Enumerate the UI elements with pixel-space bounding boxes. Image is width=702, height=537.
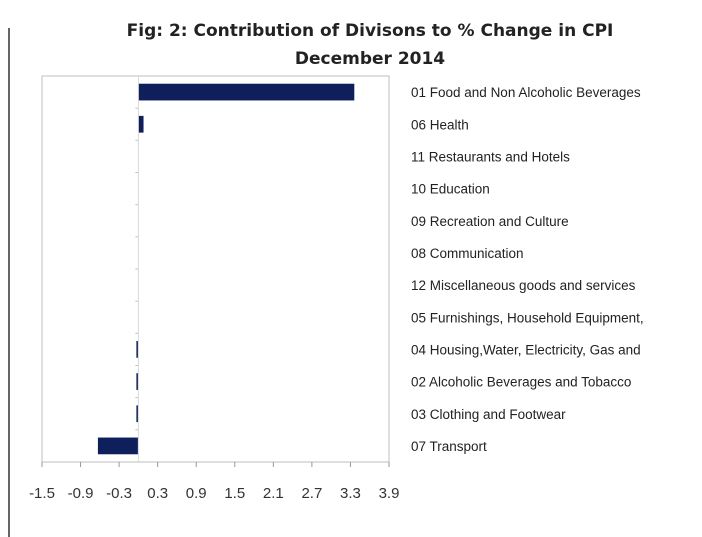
- x-tick-label: 0.3: [147, 485, 168, 502]
- category-label: 10 Education: [411, 182, 490, 197]
- x-tick-label: 1.5: [224, 485, 245, 502]
- category-label: 07 Transport: [411, 439, 487, 454]
- category-label: 12 Miscellaneous goods and services: [411, 278, 636, 293]
- x-tick-label: 2.7: [301, 485, 322, 502]
- bar: [138, 115, 144, 133]
- category-label: 08 Communication: [411, 246, 524, 261]
- x-tick-label: -0.9: [68, 485, 94, 502]
- category-label: 11 Restaurants and Hotels: [411, 149, 570, 164]
- bar: [136, 405, 139, 423]
- x-tick-label: -1.5: [29, 485, 55, 502]
- x-tick-label: 2.1: [263, 485, 284, 502]
- category-label: 09 Recreation and Culture: [411, 214, 569, 229]
- bar: [138, 83, 355, 101]
- bar: [136, 373, 139, 390]
- x-tick-label: 0.9: [186, 485, 207, 502]
- bars-group: [97, 83, 355, 463]
- category-labels: 01 Food and Non Alcoholic Beverages 06 He…: [411, 85, 644, 454]
- bar: [97, 437, 139, 455]
- bar: [136, 341, 139, 358]
- category-label: 01 Food and Non Alcoholic Beverages: [411, 85, 641, 100]
- chart-subtitle: December 2014: [295, 49, 445, 69]
- category-label: 06 Health: [411, 117, 469, 132]
- x-tick-label: 3.9: [379, 485, 400, 502]
- category-label: 04 Housing,Water, Electricity, Gas and: [411, 342, 641, 357]
- plot-area: [41, 75, 390, 463]
- category-label: 02 Alcoholic Beverages and Tobacco: [411, 375, 631, 390]
- category-label: 03 Clothing and Footwear: [411, 407, 566, 422]
- category-label: 05 Furnishings, Household Equipment,: [411, 310, 644, 325]
- x-tick-label: 3.3: [340, 485, 361, 502]
- chart-title: Fig: 2: Contribution of Divisons to % Ch…: [127, 21, 614, 41]
- x-axis-ticks: -1.5 -0.9 -0.3 0.3 0.9 1.5 2.1 2.7 3.3 3.9: [29, 462, 399, 502]
- x-tick-label: -0.3: [106, 485, 132, 502]
